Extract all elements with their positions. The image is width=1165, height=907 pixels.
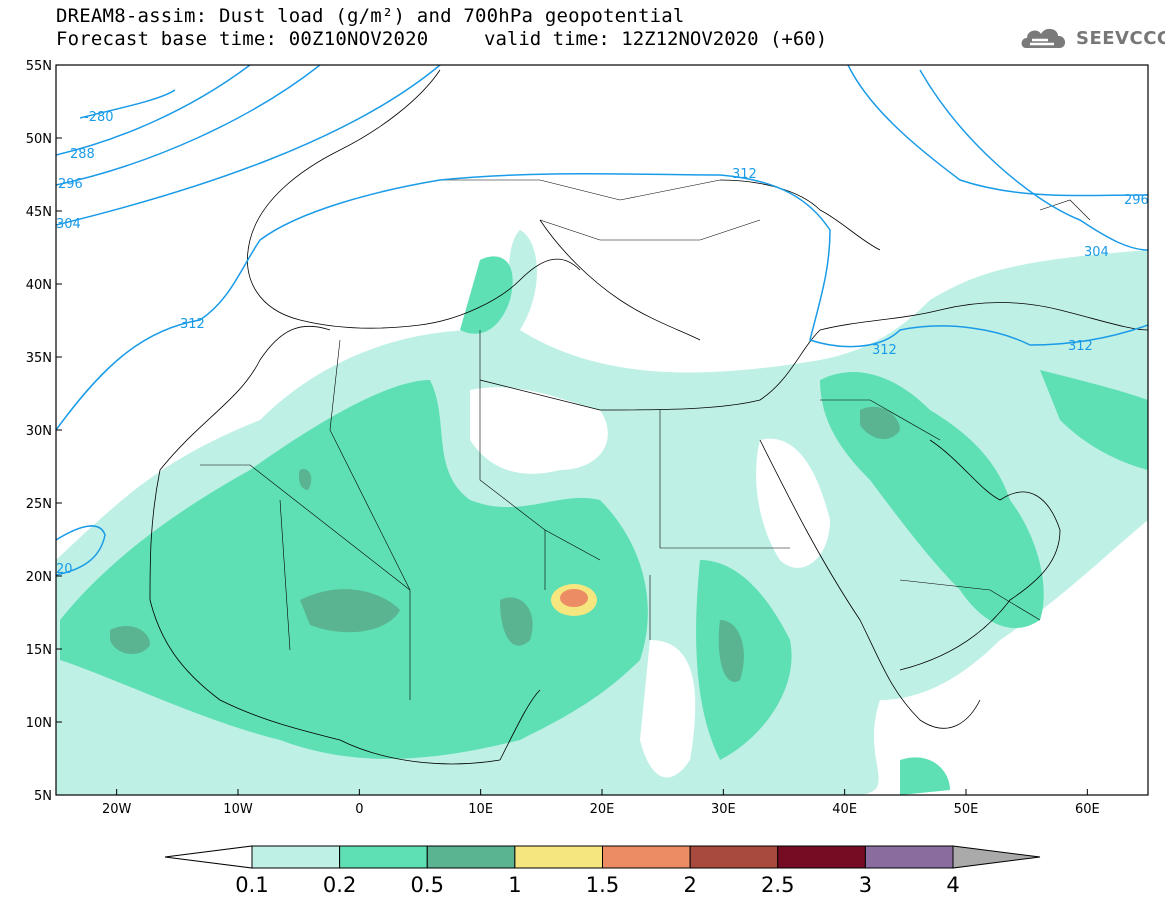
colorbar-label: 2 bbox=[683, 873, 696, 897]
lon-label: 10W bbox=[223, 802, 253, 817]
borders bbox=[200, 179, 1091, 700]
colorbar-cell bbox=[426, 845, 516, 869]
colorbar-cell bbox=[339, 845, 428, 869]
contour-label-4: 304 bbox=[56, 217, 81, 232]
lat-label: 35N bbox=[26, 351, 52, 366]
contour-labels: -280 288 296 304 312 312 312 312 296 304… bbox=[56, 110, 1149, 577]
map-title: DREAM8-assim: Dust load (g/m²) and 700hP… bbox=[56, 5, 685, 27]
colorbar-label: 0.5 bbox=[411, 873, 444, 897]
contour-label-11: 20 bbox=[56, 562, 73, 577]
colorbar-cell bbox=[251, 845, 341, 869]
lon-label: 20E bbox=[590, 802, 615, 817]
colorbar-label: 1 bbox=[508, 873, 521, 897]
dust-hotspot bbox=[551, 584, 597, 616]
lon-label: 20W bbox=[102, 802, 132, 817]
lon-label: 0 bbox=[355, 802, 363, 817]
lon-label: 30E bbox=[711, 802, 736, 817]
map-area: -280 288 296 304 312 312 312 312 296 304… bbox=[56, 65, 1149, 795]
latitude-axis: 55N 50N 45N 40N 35N 30N 25N 20N 15N 10N 5N bbox=[26, 59, 62, 804]
colorbar-cell bbox=[689, 845, 779, 869]
contour-label-9: 296 bbox=[1124, 193, 1149, 208]
seevccc-logo: SEEVCCC bbox=[1018, 22, 1165, 56]
lon-label: 10E bbox=[468, 802, 493, 817]
dust-clear-patches bbox=[470, 387, 830, 778]
colorbar-label: 4 bbox=[946, 873, 959, 897]
colorbar-cell bbox=[602, 845, 691, 869]
valid-time: valid time: 12Z12NOV2020 (+60) bbox=[484, 28, 828, 50]
contour-label-8: 312 bbox=[1068, 339, 1093, 354]
colorbar-label: 0.1 bbox=[235, 873, 268, 897]
lon-label: 50E bbox=[954, 802, 979, 817]
logo-text: SEEVCCC bbox=[1076, 28, 1165, 49]
cloud-logo-icon bbox=[1021, 28, 1066, 48]
lat-label: 20N bbox=[26, 570, 52, 585]
lon-label: 40E bbox=[832, 802, 857, 817]
colorbar: 0.1 0.2 0.5 1 1.5 2 2.5 3 4 bbox=[164, 845, 1041, 897]
lat-label: 55N bbox=[26, 59, 52, 74]
contour-label-10: 304 bbox=[1084, 245, 1109, 260]
forecast-base-time: Forecast base time: 00Z10NOV2020 bbox=[56, 28, 429, 50]
lat-label: 5N bbox=[34, 789, 52, 804]
colorbar-label: 2.5 bbox=[761, 873, 794, 897]
lat-label: 50N bbox=[26, 132, 52, 147]
colorbar-under-triangle bbox=[164, 845, 253, 869]
lat-label: 25N bbox=[26, 497, 52, 512]
lat-label: 10N bbox=[26, 716, 52, 731]
contour-label-3: 296 bbox=[58, 177, 83, 192]
colorbar-label: 1.5 bbox=[586, 873, 619, 897]
contour-label-6: 312 bbox=[732, 167, 757, 182]
lat-label: 40N bbox=[26, 278, 52, 293]
lat-label: 30N bbox=[26, 424, 52, 439]
contour-label-2: 288 bbox=[70, 147, 95, 162]
colorbar-label: 3 bbox=[859, 873, 872, 897]
colorbar-label: 0.2 bbox=[323, 873, 356, 897]
contour-label-5: 312 bbox=[180, 317, 205, 332]
lat-label: 15N bbox=[26, 643, 52, 658]
geopotential-contours bbox=[56, 65, 1148, 576]
dust-level-0-5 bbox=[110, 406, 900, 682]
colorbar-over-triangle bbox=[952, 845, 1041, 869]
colorbar-cell bbox=[864, 845, 954, 869]
coastlines bbox=[149, 69, 1148, 765]
lon-label: 60E bbox=[1075, 802, 1100, 817]
lat-label: 45N bbox=[26, 205, 52, 220]
colorbar-cell bbox=[514, 845, 603, 869]
colorbar-cell bbox=[777, 845, 866, 869]
contour-label-1: -280 bbox=[84, 110, 114, 125]
longitude-axis: 20W 10W 0 10E 20E 30E 40E 50E 60E bbox=[102, 789, 1100, 817]
contour-label-7: 312 bbox=[872, 343, 897, 358]
